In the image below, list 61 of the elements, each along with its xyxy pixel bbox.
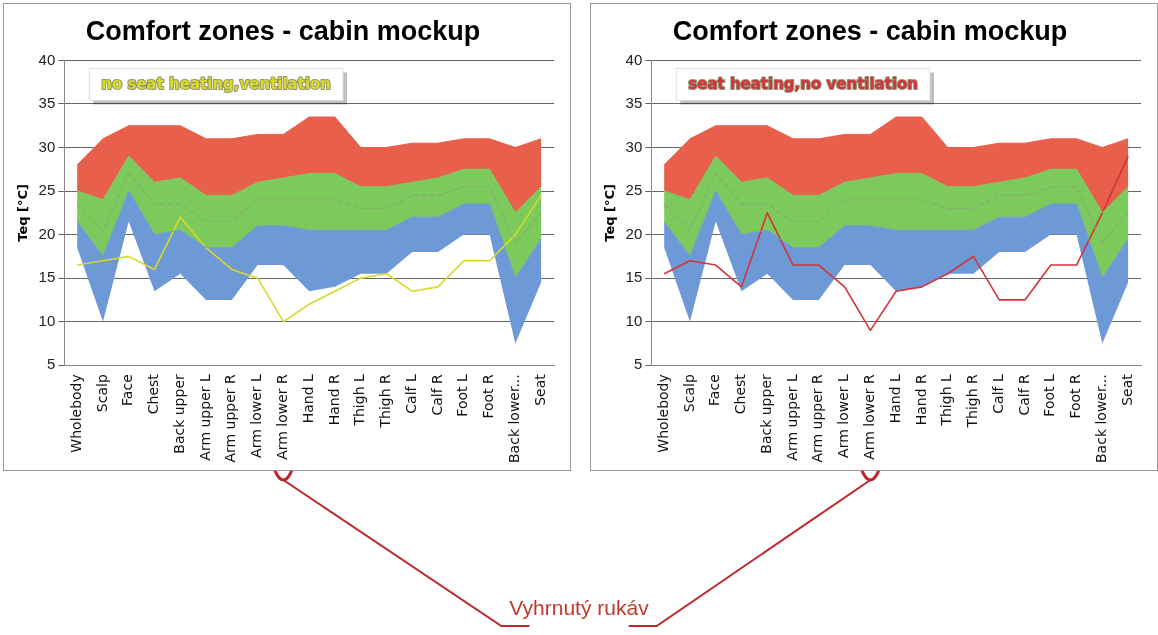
y-tick-label: 40 bbox=[625, 50, 643, 68]
x-tick-label: Back upper bbox=[757, 373, 774, 454]
y-tick-label: 40 bbox=[38, 50, 56, 68]
x-tick-label: Arm upper R bbox=[809, 373, 826, 463]
x-tick-label: Foot R bbox=[480, 373, 497, 419]
text: Vyhrnutý rukáv bbox=[509, 596, 649, 620]
x-tick-label: Foot L bbox=[1041, 374, 1058, 417]
x-tick-label: Chest bbox=[145, 373, 162, 415]
x-tick-label: Calf L bbox=[989, 374, 1006, 414]
x-tick-label: Arm lower L bbox=[835, 374, 852, 458]
line-series bbox=[76, 173, 542, 244]
y-tick-label: 10 bbox=[38, 311, 56, 329]
x-tick-label: Seat bbox=[531, 373, 548, 406]
x-tick-label: Arm upper R bbox=[222, 373, 239, 463]
x-tick-label: Thigh L bbox=[938, 374, 955, 427]
x-tick-label: Seat bbox=[1118, 373, 1135, 406]
y-tick-label: 30 bbox=[38, 137, 56, 155]
x-tick-label: Wholebody bbox=[654, 374, 671, 453]
x-tick-label: Scalp bbox=[680, 374, 697, 413]
y-tick-label: 35 bbox=[38, 94, 56, 112]
x-tick-label: Calf R bbox=[428, 373, 445, 416]
x-tick-label: Back lower... bbox=[1092, 374, 1109, 463]
y-tick-label: 20 bbox=[625, 224, 643, 242]
x-tick-label: Chest bbox=[732, 373, 749, 415]
x-tick-label: Wholebody bbox=[67, 374, 84, 453]
y-axis-title: Teq [°C] bbox=[602, 183, 618, 242]
x-tick-label: Calf L bbox=[402, 374, 419, 414]
y-tick-label: 20 bbox=[38, 224, 56, 242]
x-tick-label: Face bbox=[119, 374, 136, 406]
x-tick-label: Thigh R bbox=[964, 373, 981, 429]
line-series bbox=[663, 173, 1129, 244]
x-tick-label: Thigh R bbox=[377, 373, 394, 429]
y-tick-label: 35 bbox=[625, 94, 643, 112]
x-tick-label: Hand R bbox=[325, 373, 342, 426]
y-tick-label: 25 bbox=[625, 181, 643, 199]
y-tick-label: 5 bbox=[633, 355, 643, 373]
x-tick-label: Foot R bbox=[1067, 373, 1084, 419]
y-tick-label: 25 bbox=[38, 181, 56, 199]
x-tick-label: Arm lower L bbox=[248, 374, 265, 458]
y-tick-label: 15 bbox=[625, 268, 643, 286]
x-tick-label: Arm upper L bbox=[783, 374, 800, 461]
chart-title: Comfort zones - cabin mockup bbox=[672, 15, 1068, 46]
x-tick-label: Face bbox=[706, 374, 723, 406]
x-tick-label: Scalp bbox=[93, 374, 110, 413]
x-tick-label: Thigh L bbox=[351, 374, 368, 427]
y-tick-label: 5 bbox=[46, 355, 56, 373]
y-tick-label: 10 bbox=[625, 311, 643, 329]
x-tick-label: Arm upper L bbox=[196, 374, 213, 461]
text: no seat heating,ventilation bbox=[101, 75, 332, 94]
chart-title: Comfort zones - cabin mockup bbox=[85, 15, 481, 46]
y-axis-title: Teq [°C] bbox=[15, 183, 31, 242]
text: seat heating,no ventilation bbox=[688, 75, 919, 94]
x-tick-label: Back lower... bbox=[505, 374, 522, 463]
y-tick-label: 15 bbox=[38, 268, 56, 286]
x-tick-label: Back upper bbox=[170, 373, 187, 454]
x-tick-label: Hand L bbox=[886, 374, 903, 424]
x-tick-label: Hand L bbox=[299, 374, 316, 424]
x-tick-label: Foot L bbox=[454, 374, 471, 417]
x-tick-label: Calf R bbox=[1015, 373, 1032, 416]
y-tick-label: 30 bbox=[625, 137, 643, 155]
x-tick-label: Hand R bbox=[912, 373, 929, 426]
